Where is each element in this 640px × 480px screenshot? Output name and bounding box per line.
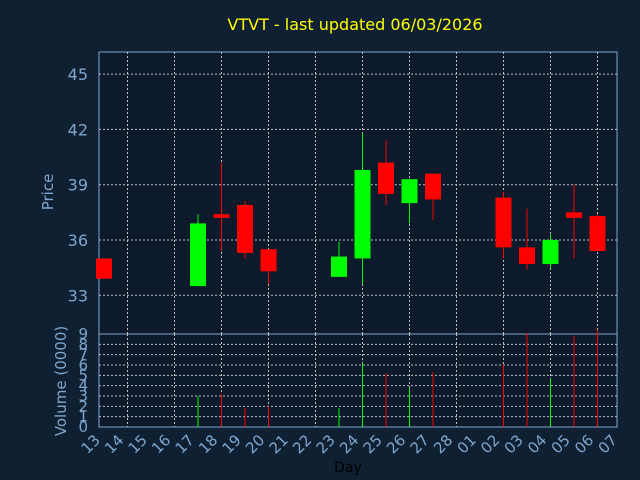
- candles: [96, 133, 606, 287]
- candle-body: [260, 249, 277, 272]
- candle-body: [425, 173, 441, 200]
- volume-tick-label: 7: [78, 346, 88, 364]
- volume-tick-label: 5: [78, 366, 88, 384]
- day-tick-label: 19: [219, 431, 245, 457]
- volume-tick-label: 2: [78, 397, 88, 415]
- price-tick-label: 39: [68, 176, 88, 195]
- day-tick-label: 18: [195, 431, 221, 457]
- day-tick-label: 05: [548, 431, 574, 457]
- volume-tick-label: 0: [78, 418, 88, 436]
- day-tick-label: 25: [360, 431, 386, 457]
- day-tick-label: 04: [524, 431, 550, 457]
- day-tick-label: 03: [501, 431, 527, 457]
- candle-body: [589, 216, 606, 252]
- day-tick-label: 24: [336, 431, 362, 457]
- candle-body: [96, 258, 112, 279]
- day-tick-label: 15: [125, 431, 151, 457]
- day-tick-label: 06: [571, 431, 597, 457]
- day-tick-label: 22: [289, 431, 315, 457]
- price-axis-label: Price: [39, 174, 57, 211]
- candle-body: [354, 169, 371, 259]
- candle-body: [213, 214, 230, 218]
- candle-body: [237, 204, 253, 253]
- day-tick-label: 20: [242, 431, 268, 457]
- candle-body: [331, 256, 347, 277]
- candle-body: [378, 162, 394, 194]
- chart-title: VTVT - last updated 06/03/2026: [227, 15, 482, 34]
- x-axis-label: Day: [334, 460, 362, 476]
- volume-axis-label: Volume (0000): [52, 326, 70, 436]
- price-tick-labels: 33 36 39 42 45: [68, 65, 88, 305]
- day-tick-label: 07: [595, 431, 621, 457]
- price-tick-label: 42: [68, 120, 88, 139]
- volume-tick-label: 9: [78, 325, 88, 343]
- volume-tick-label: 6: [78, 356, 88, 374]
- day-tick-labels: 1314151617181920212223242526272801020304…: [78, 431, 621, 457]
- day-tick-label: 17: [172, 431, 198, 457]
- day-tick-label: 23: [313, 431, 339, 457]
- candle-body: [519, 247, 535, 264]
- price-tick-label: 45: [68, 65, 88, 84]
- candle-body: [401, 179, 418, 204]
- volume-tick-label: 1: [78, 408, 88, 426]
- volume-tick-label: 3: [78, 387, 88, 405]
- volume-tick-label: 8: [78, 335, 88, 353]
- day-tick-label: 26: [383, 431, 409, 457]
- day-tick-label: 14: [101, 431, 127, 457]
- day-tick-label: 01: [454, 431, 480, 457]
- candle-body: [495, 197, 512, 248]
- day-tick-label: 16: [148, 431, 174, 457]
- price-tick-label: 36: [68, 231, 88, 250]
- day-tick-label: 02: [477, 431, 503, 457]
- volume-tick-label: 4: [78, 377, 88, 395]
- candle-body: [566, 212, 582, 218]
- volume-bars: [197, 329, 598, 427]
- price-tick-label: 33: [68, 286, 88, 305]
- day-tick-label: 28: [430, 431, 456, 457]
- candle-body: [542, 240, 559, 264]
- day-tick-label: 27: [407, 431, 433, 457]
- day-tick-label: 21: [266, 431, 292, 457]
- candle-body: [190, 223, 206, 287]
- volume-plot-area: [98, 333, 618, 428]
